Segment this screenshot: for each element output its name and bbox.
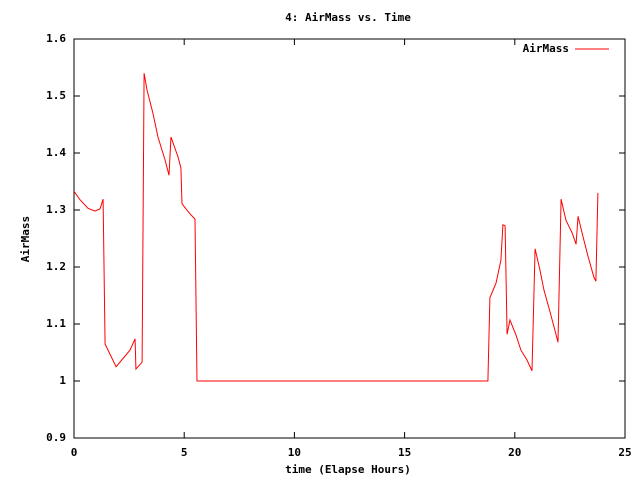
- y-tick-label: 1.3: [46, 203, 66, 216]
- x-tick-label: 5: [181, 446, 188, 459]
- y-axis-label: AirMass: [19, 216, 32, 262]
- y-tick-label: 1.1: [46, 317, 66, 330]
- x-tick-label: 15: [398, 446, 411, 459]
- y-tick-label: 1.2: [46, 260, 66, 273]
- x-tick-label: 20: [508, 446, 521, 459]
- x-tick-label: 10: [288, 446, 301, 459]
- chart-title: 4: AirMass vs. Time: [285, 11, 411, 24]
- plot-frame: [73, 38, 626, 439]
- data-line: [73, 73, 599, 382]
- y-tick-label: 1: [59, 374, 66, 387]
- y-tick-label: 1.4: [46, 146, 66, 159]
- x-tick-label: 0: [71, 446, 78, 459]
- x-tick-label: 25: [618, 446, 631, 459]
- y-tick-label: 0.9: [46, 431, 66, 444]
- y-tick-label: 1.5: [46, 89, 66, 102]
- x-axis-label: time (Elapse Hours): [285, 463, 411, 476]
- legend-label: AirMass: [523, 42, 569, 55]
- y-tick-label: 1.6: [46, 32, 66, 45]
